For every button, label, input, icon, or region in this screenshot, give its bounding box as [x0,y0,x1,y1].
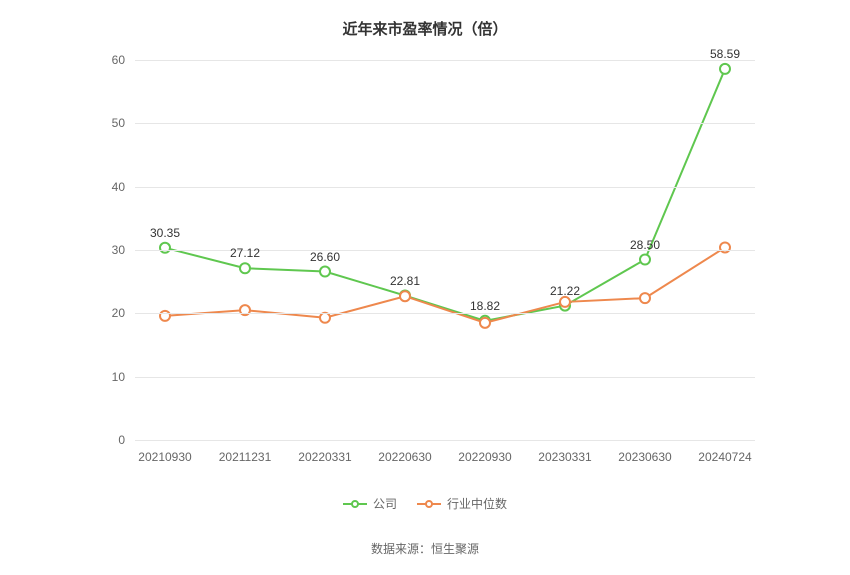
legend-item-company[interactable]: 公司 [343,495,397,512]
gridline [135,377,755,378]
series-marker-company [160,243,170,253]
legend-item-industry_median[interactable]: 行业中位数 [417,495,507,512]
y-tick-label: 20 [112,306,125,320]
y-tick-label: 60 [112,53,125,67]
series-marker-company [720,64,730,74]
gridline [135,313,755,314]
data-label: 30.35 [150,226,180,240]
legend-label: 行业中位数 [447,495,507,512]
series-marker-company [640,255,650,265]
chart-area: 0102030405060 30.3527.1226.6022.8118.822… [95,60,755,440]
series-marker-industry_median [640,293,650,303]
legend: 公司 行业中位数 [0,495,850,515]
data-label: 22.81 [390,274,420,288]
gridline [135,60,755,61]
gridline [135,187,755,188]
y-tick-label: 40 [112,180,125,194]
data-label: 21.22 [550,284,580,298]
x-tick-label: 20220930 [458,450,511,464]
legend-label: 公司 [373,495,397,512]
y-tick-label: 30 [112,243,125,257]
x-axis: 20210930 20211231 20220331 20220630 20220930… [135,450,755,470]
legend-swatch [417,498,441,510]
y-tick-label: 50 [112,116,125,130]
gridline [135,123,755,124]
data-source-label: 数据来源：恒生聚源 [0,540,850,557]
legend-swatch [343,498,367,510]
series-line-company [165,69,725,321]
data-label: 26.60 [310,250,340,264]
data-label: 28.50 [630,238,660,252]
x-tick-label: 20210930 [138,450,191,464]
y-tick-label: 10 [112,370,125,384]
series-marker-company [240,263,250,273]
y-tick-label: 0 [118,433,125,447]
series-marker-industry_median [480,318,490,328]
data-label: 58.59 [710,47,740,61]
gridline [135,250,755,251]
y-axis: 0102030405060 [95,60,135,440]
x-tick-label: 20230331 [538,450,591,464]
data-label: 27.12 [230,246,260,260]
series-marker-industry_median [560,297,570,307]
x-tick-label: 20220630 [378,450,431,464]
series-marker-industry_median [400,291,410,301]
series-marker-company [320,267,330,277]
gridline [135,440,755,441]
x-tick-label: 20230630 [618,450,671,464]
x-tick-label: 20211231 [219,450,272,464]
x-tick-label: 20220331 [298,450,351,464]
chart-title: 近年来市盈率情况（倍） [0,0,850,39]
x-tick-label: 20240724 [698,450,751,464]
data-label: 18.82 [470,299,500,313]
plot-area: 30.3527.1226.6022.8118.8221.2228.5058.59 [135,60,755,440]
